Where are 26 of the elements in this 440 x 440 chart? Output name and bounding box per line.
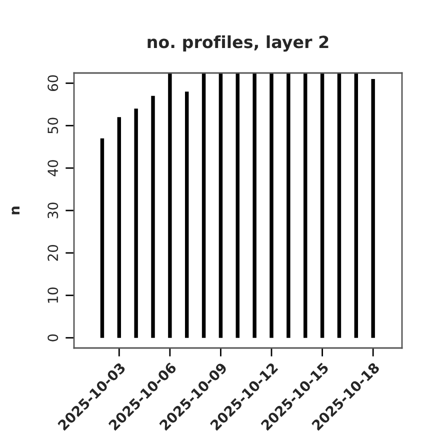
bar bbox=[236, 73, 240, 338]
bar bbox=[185, 92, 189, 338]
y-tick-label: 0 bbox=[48, 334, 58, 342]
y-axis-title: n bbox=[12, 206, 20, 214]
y-tick-label: 20 bbox=[48, 245, 58, 261]
y-tick-label: 30 bbox=[48, 202, 58, 218]
bar bbox=[134, 108, 138, 338]
bar bbox=[371, 78, 375, 338]
y-tick-label: 60 bbox=[48, 75, 58, 92]
bar bbox=[252, 73, 256, 338]
bar bbox=[354, 73, 358, 338]
y-tick-label: 50 bbox=[48, 118, 58, 134]
bar bbox=[304, 73, 308, 338]
chart-title: no. profiles, layer 2 bbox=[148, 35, 328, 52]
bar bbox=[337, 73, 342, 338]
y-tick-label: 10 bbox=[48, 287, 58, 303]
bar bbox=[202, 73, 206, 338]
bar bbox=[270, 73, 274, 338]
bar bbox=[151, 96, 155, 338]
bar bbox=[286, 73, 290, 338]
bar bbox=[117, 117, 122, 338]
bar bbox=[100, 138, 104, 338]
bar bbox=[320, 73, 324, 338]
bar bbox=[168, 73, 172, 338]
y-tick-label: 40 bbox=[48, 160, 58, 176]
bar bbox=[218, 73, 223, 338]
